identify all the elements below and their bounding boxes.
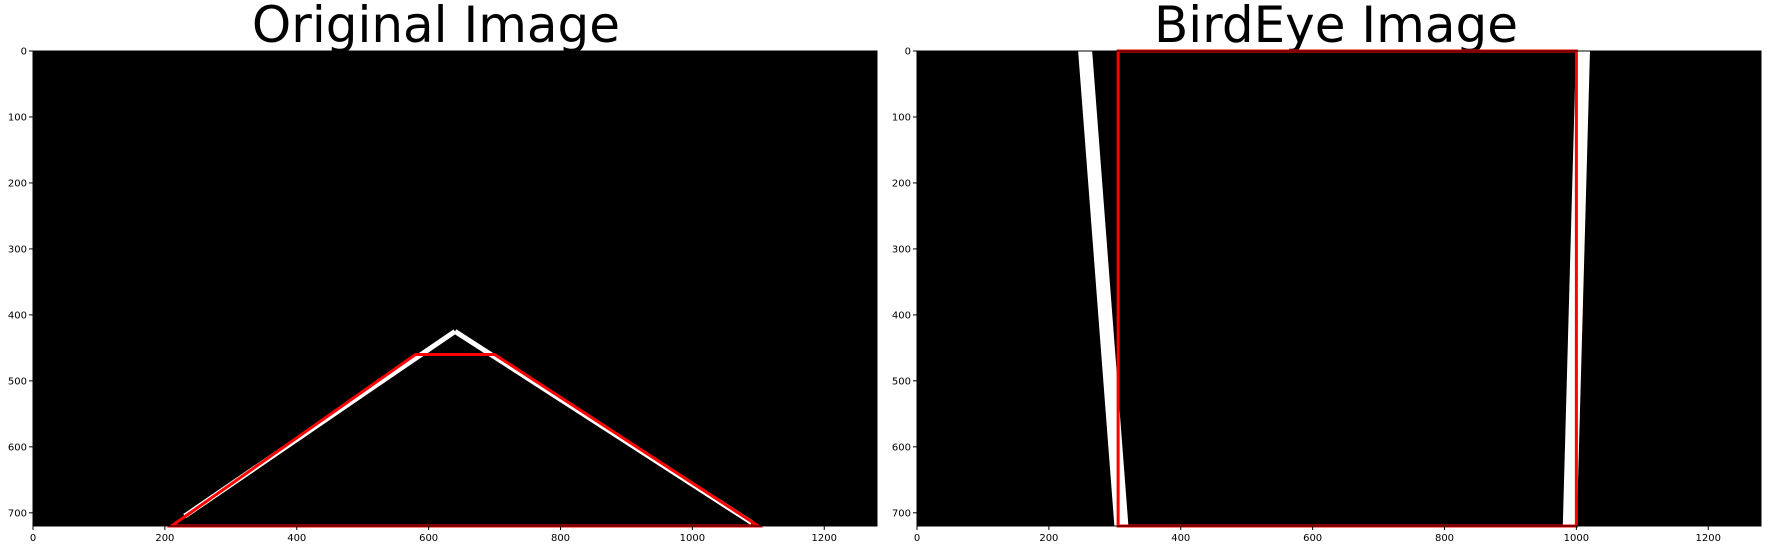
y-tick-label: 0 [21,47,27,58]
x-tick-label: 800 [551,533,570,544]
panel-birdeye: BirdEye Image 0 200 400 600 800 1000 1200 0 100 2… [892,0,1762,544]
panel-original: Original Image 0 200 400 600 800 1000 1200 0 100… [8,0,878,544]
x-tick-label: 1000 [1564,533,1589,544]
y-tick-label: 200 [892,178,911,189]
x-tick-label: 600 [1303,533,1322,544]
chart-title: Original Image [252,0,620,54]
x-tick-label: 200 [1039,533,1058,544]
plot-frame [916,50,1762,527]
y-tick-label: 600 [892,442,911,453]
x-tick-label: 1200 [812,533,837,544]
y-tick-label: 700 [892,508,911,519]
y-tick-label: 100 [8,112,27,123]
x-tick-label: 600 [419,533,438,544]
y-tick-label: 700 [8,508,27,519]
y-tick-label: 500 [8,376,27,387]
x-tick-label: 400 [1171,533,1190,544]
x-tick-label: 0 [914,533,920,544]
x-tick-label: 1200 [1696,533,1721,544]
x-tick-label: 400 [287,533,306,544]
y-tick-label: 100 [892,112,911,123]
y-tick-label: 400 [892,310,911,321]
y-tick-label: 300 [8,244,27,255]
image-area [33,51,877,526]
x-tick-label: 0 [30,533,36,544]
chart-title: BirdEye Image [1154,0,1518,54]
x-tick-label: 200 [155,533,174,544]
x-tick-label: 800 [1435,533,1454,544]
image-area [917,51,1761,526]
x-tick-label: 1000 [680,533,705,544]
y-tick-label: 0 [905,47,911,58]
plot-frame [32,50,878,527]
y-tick-label: 600 [8,442,27,453]
y-tick-label: 400 [8,310,27,321]
y-tick-label: 200 [8,178,27,189]
y-tick-label: 500 [892,376,911,387]
y-tick-label: 300 [892,244,911,255]
lane-line [1078,50,1129,527]
